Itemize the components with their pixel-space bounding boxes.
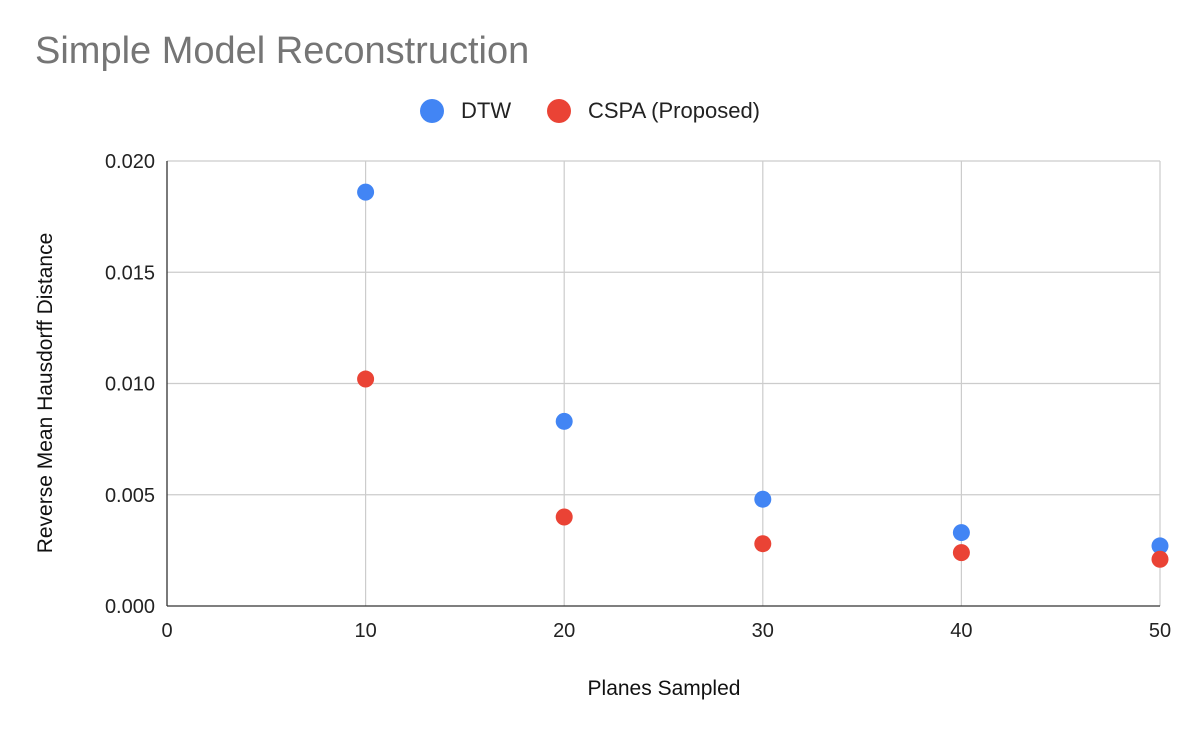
dtw-point <box>555 412 573 430</box>
legend-item-cspa[interactable]: CSPA (Proposed) <box>547 95 760 127</box>
cspa-point <box>754 535 772 553</box>
y-tick-label: 0.020 <box>105 151 155 173</box>
x-axis-label: Planes Sampled <box>587 677 741 700</box>
y-tick-label: 0.000 <box>105 596 155 618</box>
x-tick-label: 10 <box>354 620 376 642</box>
legend-label-cspa: CSPA (Proposed) <box>588 98 761 123</box>
legend-item-dtw[interactable]: DTW <box>420 95 511 127</box>
dtw-point <box>754 490 772 508</box>
y-tick-label: 0.005 <box>105 485 155 507</box>
legend: DTW CSPA (Proposed) <box>0 95 1192 127</box>
dtw-point <box>357 183 375 201</box>
y-tick-label: 0.010 <box>105 374 155 396</box>
y-tick-label: 0.015 <box>105 262 155 284</box>
cspa-point <box>555 508 573 526</box>
legend-label-dtw: DTW <box>461 98 512 123</box>
x-tick-label: 50 <box>1149 620 1171 642</box>
chart-title: Simple Model Reconstruction <box>35 30 530 72</box>
x-tick-label: 0 <box>161 620 172 642</box>
legend-marker-dtw <box>420 99 444 123</box>
cspa-point <box>1151 550 1169 568</box>
legend-marker-cspa <box>547 99 571 123</box>
dtw-point <box>1151 537 1169 555</box>
cspa-point <box>952 544 970 562</box>
x-tick-label: 40 <box>950 620 972 642</box>
x-tick-label: 20 <box>553 620 575 642</box>
x-tick-label: 30 <box>752 620 774 642</box>
dtw-point <box>952 524 970 542</box>
cspa-point <box>357 370 375 388</box>
